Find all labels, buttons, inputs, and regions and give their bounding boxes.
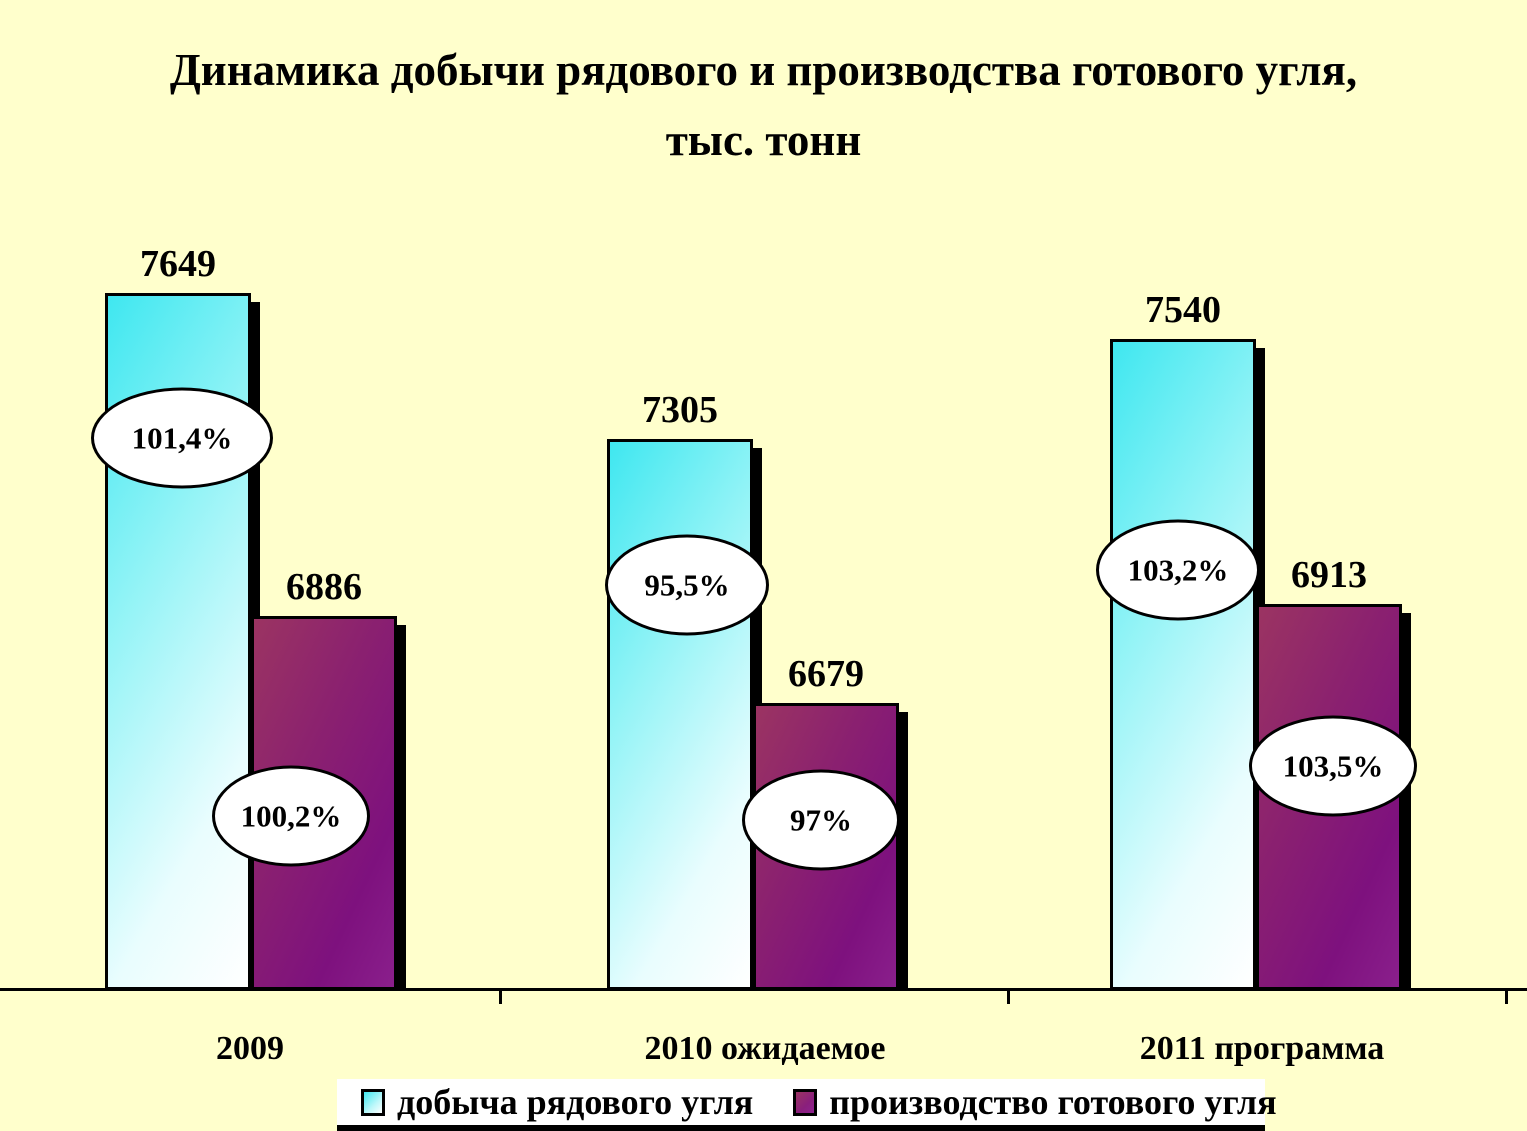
legend-label-finished-coal: производство готового угля: [829, 1082, 1277, 1122]
percent-callout-raw-coal-2011 программа: 103,2%: [1096, 519, 1260, 621]
legend-entry-raw-coal: добыча рядового угля: [361, 1081, 753, 1123]
x-axis-line: [0, 988, 1527, 991]
value-label-finished-coal-2010 ожидаемое: 6679: [788, 653, 864, 696]
category-label-2010 ожидаемое: 2010 ожидаемое: [644, 1030, 886, 1067]
x-axis-tick-0: [499, 991, 502, 1004]
category-label-2009: 2009: [216, 1030, 284, 1067]
percent-callout-finished-coal-2011 программа: 103,5%: [1249, 715, 1417, 817]
percent-callout-raw-coal-2010 ожидаемое: 95,5%: [605, 534, 769, 636]
percent-callout-finished-coal-2009: 100,2%: [212, 765, 370, 867]
percent-callout-finished-coal-2010 ожидаемое: 97%: [742, 769, 900, 871]
x-axis-tick-2: [1505, 991, 1508, 1004]
value-label-raw-coal-2010 ожидаемое: 7305: [642, 388, 718, 431]
percent-callout-raw-coal-2009: 101,4%: [91, 387, 273, 489]
value-label-raw-coal-2009: 7649: [140, 243, 216, 286]
legend-swatch-finished-coal: [793, 1088, 818, 1116]
legend-entry-finished-coal: производство готового угля: [793, 1081, 1277, 1123]
legend: добыча рядового угля производство готово…: [337, 1079, 1277, 1131]
bar-raw-coal-2010 ожидаемое: [607, 438, 753, 990]
category-label-2011 программа: 2011 программа: [1139, 1030, 1385, 1067]
chart-title: Динамика добычи рядового и производства …: [169, 45, 1358, 165]
x-axis-tick-1: [1007, 991, 1010, 1004]
value-label-finished-coal-2009: 6886: [286, 565, 362, 608]
value-label-raw-coal-2011 программа: 7540: [1145, 289, 1221, 332]
legend-label-raw-coal: добыча рядового угля: [397, 1082, 754, 1122]
bar-raw-coal-2011 программа: [1110, 339, 1256, 990]
legend-swatch-raw-coal: [361, 1088, 385, 1116]
value-label-finished-coal-2011 программа: 6913: [1291, 554, 1367, 597]
